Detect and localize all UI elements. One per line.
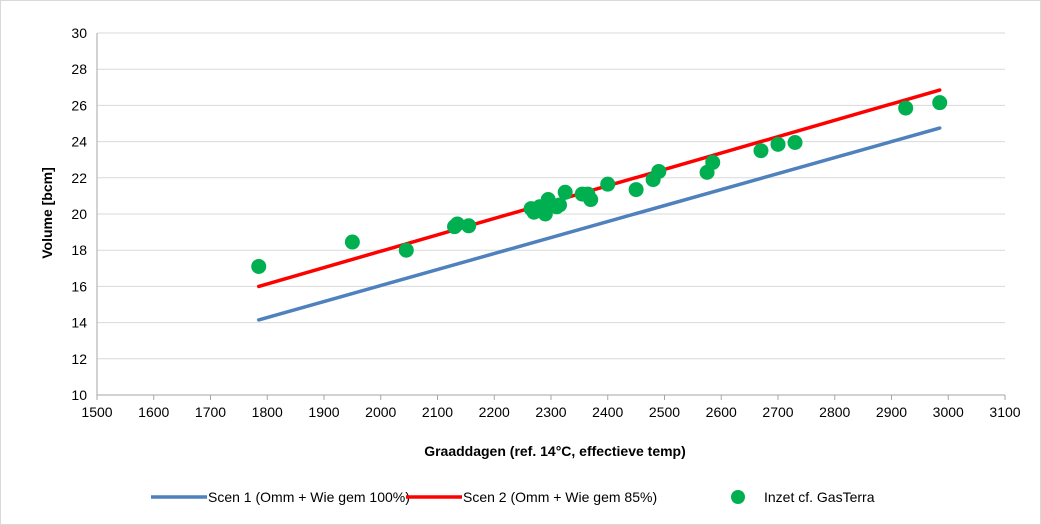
legend-label-1: Scen 1 (Omm + Wie gem 100%) [208, 489, 410, 505]
x-tick-labels: 1500 1600 1700 1800 1900 2000 2100 2200 2300 2400… [81, 404, 1020, 420]
x-tick-label: 2200 [479, 404, 510, 420]
data-point [461, 218, 477, 234]
y-tick-label: 20 [71, 206, 87, 222]
data-point [344, 234, 360, 250]
y-tick-labels: 10 12 14 16 18 20 22 24 26 28 30 [71, 25, 87, 403]
legend: Scen 1 (Omm + Wie gem 100%) Scen 2 (Omm +… [151, 489, 875, 505]
x-tick-label: 2700 [762, 404, 793, 420]
y-tick-label: 18 [71, 242, 87, 258]
legend-label-2: Scen 2 (Omm + Wie gem 85%) [463, 489, 657, 505]
x-tick-label: 2100 [422, 404, 453, 420]
x-tick-label: 2500 [649, 404, 680, 420]
series-lines [256, 88, 942, 322]
series-line-2 [256, 88, 942, 289]
x-tick-label: 2800 [819, 404, 850, 420]
data-point [600, 176, 616, 192]
data-point [251, 258, 267, 274]
x-tick-label: 1500 [81, 404, 112, 420]
y-tick-label: 28 [71, 61, 87, 77]
x-tick-label: 1700 [195, 404, 226, 420]
data-point [552, 197, 568, 213]
x-tick-label: 3000 [933, 404, 964, 420]
data-point [770, 136, 786, 152]
y-axis-title: Volume [bcm] [39, 167, 55, 259]
y-tick-label: 24 [71, 134, 87, 150]
data-point [628, 182, 644, 198]
scatter-points [251, 95, 948, 274]
x-axis-title: Graaddagen (ref. 14°C, effectieve temp) [424, 443, 686, 459]
x-tick-label: 1800 [252, 404, 283, 420]
x-tick-label: 2400 [592, 404, 623, 420]
gridlines [97, 32, 1005, 360]
data-point [557, 184, 573, 200]
legend-label-3: Inzet cf. GasTerra [764, 489, 875, 505]
x-tick-label: 2600 [706, 404, 737, 420]
y-tick-label: 12 [71, 351, 87, 367]
data-point [705, 154, 721, 170]
x-tick-label: 3100 [989, 404, 1020, 420]
axis [96, 33, 1006, 400]
series-line-1 [256, 126, 942, 322]
data-point [449, 216, 465, 232]
data-point [651, 163, 667, 179]
data-point [787, 135, 803, 151]
y-tick-label: 10 [71, 387, 87, 403]
data-point [753, 143, 769, 159]
y-tick-label: 30 [71, 25, 87, 41]
x-tick-label: 2300 [535, 404, 566, 420]
legend-swatch-3 [731, 490, 745, 504]
x-tick-label: 1600 [138, 404, 169, 420]
data-point [398, 242, 414, 258]
y-tick-label: 16 [71, 278, 87, 294]
data-point [932, 95, 948, 111]
y-tick-label: 14 [71, 315, 87, 331]
x-tick-label: 2000 [365, 404, 396, 420]
data-point [583, 192, 599, 208]
y-tick-label: 22 [71, 170, 87, 186]
data-point [898, 100, 914, 116]
x-tick-label: 1900 [308, 404, 339, 420]
y-tick-label: 26 [71, 97, 87, 113]
x-tick-label: 2900 [876, 404, 907, 420]
